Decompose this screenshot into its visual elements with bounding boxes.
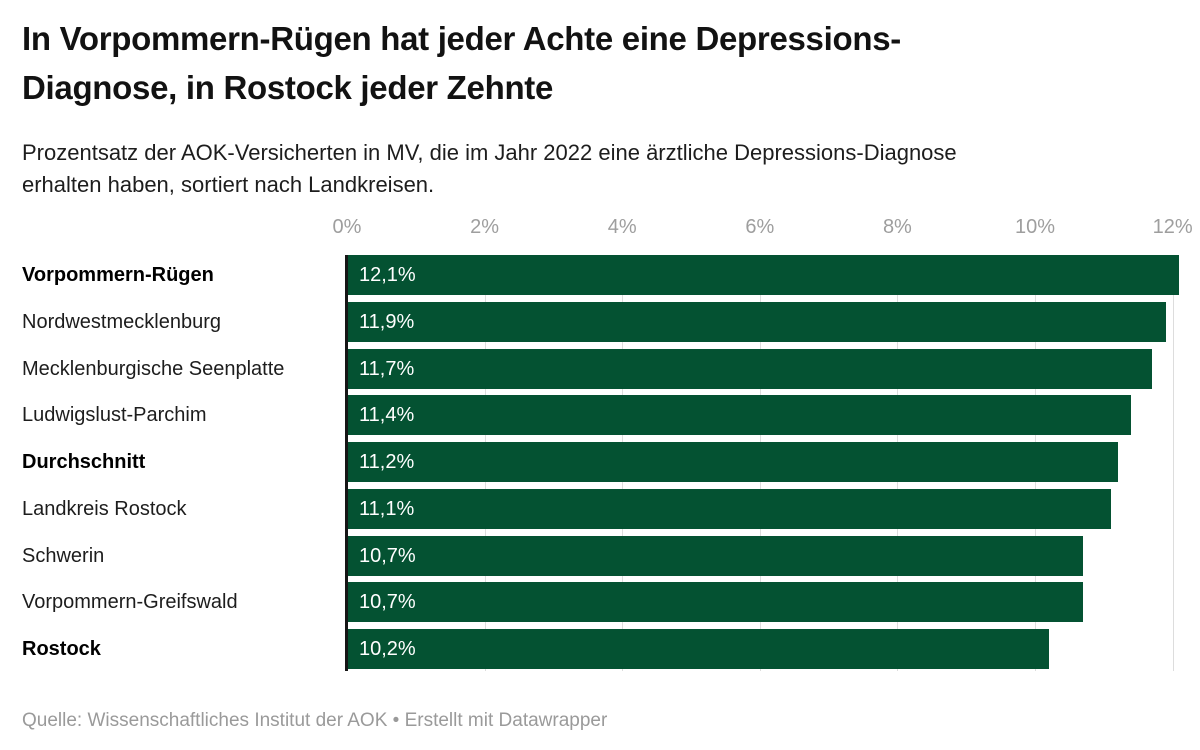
bar-value-label: 11,2%	[359, 450, 415, 473]
bar-row-label: Vorpommern-Rügen	[22, 264, 214, 286]
x-axis-tick-label: 2%	[470, 216, 500, 238]
chart-subtitle-line-1: Prozentsatz der AOK-Versicherten in MV, …	[22, 140, 957, 165]
gridline	[1172, 255, 1174, 671]
bar-row-label: Ludwigslust-Parchim	[22, 404, 207, 426]
bar[interactable]: 11,4%	[348, 395, 1131, 435]
bar-value-label: 11,4%	[359, 403, 415, 426]
bar-row-label: Durchschnitt	[22, 451, 146, 473]
y-axis-line	[345, 255, 348, 671]
x-axis-tick-label: 12%	[1152, 216, 1193, 238]
bar[interactable]: 10,7%	[348, 582, 1083, 622]
bar-row-label: Nordwestmecklenburg	[22, 311, 221, 333]
bar-row-label: Rostock	[22, 638, 101, 660]
x-axis-tick-label: 0%	[332, 216, 362, 238]
bar-row-label: Landkreis Rostock	[22, 498, 187, 520]
bar-row-label: Vorpommern-Greifswald	[22, 591, 238, 613]
bar-value-label: 10,7%	[359, 544, 416, 567]
bar-value-label: 10,2%	[359, 637, 416, 660]
bar-value-label: 12,1%	[359, 263, 416, 286]
x-axis-tick-label: 10%	[1014, 216, 1056, 238]
bar-row-label: Schwerin	[22, 545, 105, 567]
chart-title: In Vorpommern-Rügen hat jeder Achte eine…	[22, 14, 901, 112]
chart-title-line-1: In Vorpommern-Rügen hat jeder Achte eine…	[22, 20, 901, 57]
x-axis-tick-label: 8%	[882, 216, 912, 238]
chart-subtitle: Prozentsatz der AOK-Versicherten in MV, …	[22, 137, 957, 201]
bar-row-label: Mecklenburgische Seenplatte	[22, 358, 285, 380]
x-axis-tick-label: 6%	[745, 216, 775, 238]
chart-subtitle-line-2: erhalten haben, sortiert nach Landkreise…	[22, 172, 435, 197]
bar[interactable]: 10,2%	[348, 629, 1049, 669]
chart-title-line-2: Diagnose, in Rostock jeder Zehnte	[22, 69, 554, 106]
bar-chart: 0% 2% 4% 6% 8% 10% 12% Vorpommern-Rügen 12,1% Nor…	[22, 216, 1193, 671]
bar[interactable]: 12,1%	[348, 255, 1179, 295]
bar-value-label: 11,1%	[359, 497, 415, 520]
bar-value-label: 11,9%	[359, 310, 415, 333]
bar[interactable]: 11,2%	[348, 442, 1118, 482]
x-axis-tick-label: 4%	[607, 216, 637, 238]
bar[interactable]: 11,9%	[348, 302, 1166, 342]
bar[interactable]: 11,1%	[348, 489, 1111, 529]
source-note: Quelle: Wissenschaftliches Institut der …	[22, 710, 608, 731]
bar-value-label: 10,7%	[359, 590, 416, 613]
bar[interactable]: 11,7%	[348, 349, 1152, 389]
bar-value-label: 11,7%	[359, 357, 415, 380]
bar[interactable]: 10,7%	[348, 536, 1083, 576]
